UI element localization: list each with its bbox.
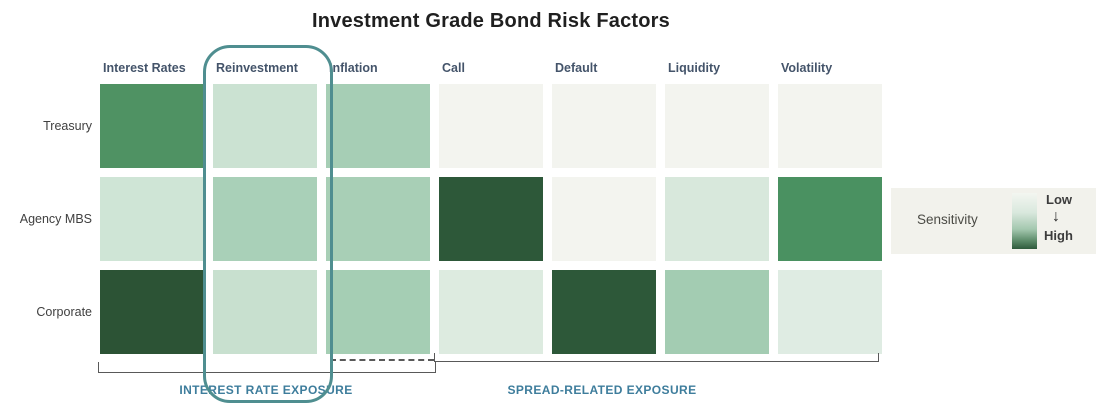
heatmap-cell: [552, 84, 656, 168]
column-header-reinvestment: Reinvestment: [216, 61, 298, 75]
heatmap-cell: [439, 177, 543, 261]
spread-exposure-label: SPREAD-RELATED EXPOSURE: [507, 383, 697, 397]
column-header-inflation: Inflation: [329, 61, 378, 75]
heatmap-cell: [665, 270, 769, 354]
heatmap-cell: [439, 84, 543, 168]
heatmap-cell: [326, 270, 430, 354]
row-label-corporate: Corporate: [36, 305, 92, 319]
heatmap-cell: [326, 84, 430, 168]
column-header-liquidity: Liquidity: [668, 61, 721, 75]
heatmap-cell: [213, 84, 317, 168]
legend-gradient-bar: [1012, 193, 1037, 249]
column-header-interest-rates: Interest Rates: [103, 61, 186, 75]
legend-title: Sensitivity: [917, 212, 978, 227]
legend-high-label: High: [1044, 228, 1073, 243]
heatmap-cell: [326, 177, 430, 261]
sensitivity-legend: Sensitivity Low ↓ High: [891, 188, 1096, 254]
heatmap-cell: [552, 177, 656, 261]
column-header-volatility: Volatility: [781, 61, 833, 75]
reinvestment-highlight-ring: [203, 45, 333, 403]
heatmap-cell: [778, 177, 882, 261]
spread-exposure-bracket: [434, 353, 879, 362]
heatmap-cell: [100, 270, 204, 354]
heatmap-cell: [213, 177, 317, 261]
heatmap-cell: [100, 177, 204, 261]
dashed-connector-line: [330, 359, 434, 361]
heatmap-cell: [778, 84, 882, 168]
column-header-call: Call: [442, 61, 465, 75]
heatmap-cell: [665, 177, 769, 261]
heatmap-cell: [778, 270, 882, 354]
interest-rate-exposure-bracket: [98, 362, 436, 373]
column-header-default: Default: [555, 61, 598, 75]
heatmap-cell: [552, 270, 656, 354]
heatmap-cell: [665, 84, 769, 168]
legend-low-label: Low: [1046, 192, 1072, 207]
chart-title: Investment Grade Bond Risk Factors: [311, 10, 670, 32]
row-label-treasury: Treasury: [43, 119, 92, 133]
row-label-agency-mbs: Agency MBS: [19, 212, 92, 226]
heatmap-cell: [439, 270, 543, 354]
heatmap-cell: [213, 270, 317, 354]
heatmap-cell: [100, 84, 204, 168]
down-arrow-icon: ↓: [1052, 208, 1060, 225]
